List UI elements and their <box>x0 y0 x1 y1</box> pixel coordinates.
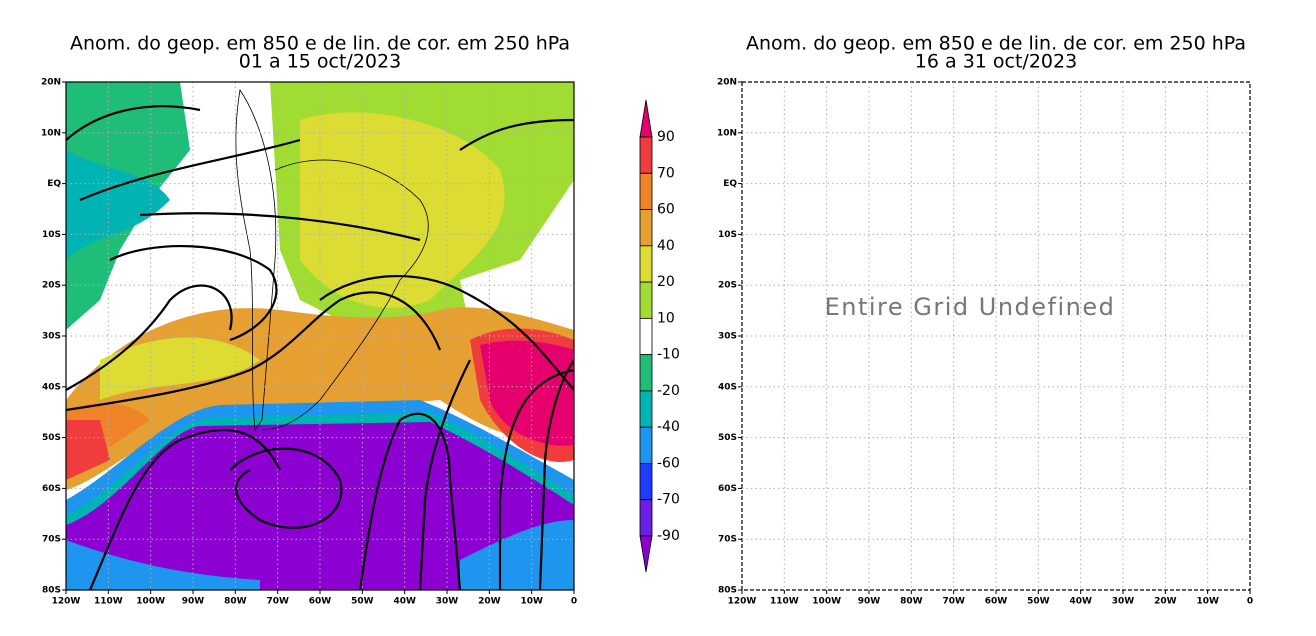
x-tick-label: 10W <box>1196 597 1219 607</box>
y-tick-label: 70S <box>718 535 737 545</box>
panel-frame <box>741 81 1251 591</box>
x-tick-label: 40W <box>1069 597 1092 607</box>
x-tick-label: 30W <box>1112 597 1135 607</box>
colorbar-segment <box>639 209 653 247</box>
x-tick-label: 0 <box>1247 597 1253 607</box>
x-tick-label: 80W <box>224 597 247 607</box>
y-tick-label: EQ <box>47 179 61 189</box>
colorbar-segment <box>639 317 653 356</box>
y-tick-label: 10N <box>717 128 737 138</box>
x-tick-label: 20W <box>478 597 501 607</box>
x-tick-label: 110W <box>94 597 123 607</box>
panel-subtitle: 16 a 31 oct/2023 <box>915 51 1077 73</box>
colorbar-label: 90 <box>657 129 675 145</box>
colorbar-segment <box>639 354 653 392</box>
colorbar-segment <box>639 281 653 319</box>
x-tick-label: 90W <box>182 597 205 607</box>
y-tick-label: 20S <box>718 281 737 291</box>
colorbar-segment <box>639 245 653 283</box>
colorbar-label: 40 <box>657 238 675 254</box>
colorbar-segment <box>639 426 653 464</box>
y-tick-label: 50S <box>42 433 61 443</box>
x-tick-label: 80W <box>900 597 923 607</box>
colorbar-label: 70 <box>657 165 675 181</box>
y-tick-label: 10S <box>718 230 737 240</box>
colorbar-label: -20 <box>657 383 680 399</box>
colorbar-cap <box>639 535 653 573</box>
colorbar-segment <box>639 136 653 174</box>
x-tick-label: 30W <box>436 597 459 607</box>
colorbar-segment <box>639 172 653 210</box>
y-tick-label: 20S <box>42 281 61 291</box>
y-tick-label: 80S <box>718 586 737 596</box>
x-tick-label: 60W <box>985 597 1008 607</box>
y-tick-label: EQ <box>723 179 737 189</box>
colorbar-label: -60 <box>657 455 680 471</box>
x-tick-label: 40W <box>393 597 416 607</box>
x-tick-label: 50W <box>351 597 374 607</box>
x-tick-label: 120W <box>52 597 81 607</box>
y-tick-label: 60S <box>718 484 737 494</box>
panel-title: Anom. do geop. em 850 e de lin. de cor. … <box>70 33 570 55</box>
x-tick-label: 120W <box>728 597 757 607</box>
y-tick-label: 30S <box>718 332 737 342</box>
colorbar-label: -70 <box>657 492 680 508</box>
y-tick-label: 50S <box>718 433 737 443</box>
colorbar-label: 10 <box>657 310 675 326</box>
y-tick-label: 10N <box>41 128 61 138</box>
x-tick-label: 70W <box>266 597 289 607</box>
panel-title: Anom. do geop. em 850 e de lin. de cor. … <box>746 33 1246 55</box>
colorbar-label: -40 <box>657 419 680 435</box>
x-tick-label: 100W <box>136 597 165 607</box>
colorbar-segment <box>639 499 653 537</box>
y-tick-label: 30S <box>42 332 61 342</box>
y-tick-label: 40S <box>718 382 737 392</box>
x-tick-label: 100W <box>812 597 841 607</box>
x-tick-label: 110W <box>770 597 799 607</box>
colorbar-cap <box>639 99 653 138</box>
colorbar-label: -10 <box>657 347 680 363</box>
x-tick-label: 70W <box>942 597 965 607</box>
x-tick-label: 20W <box>1154 597 1177 607</box>
panel-subtitle: 01 a 15 oct/2023 <box>239 51 401 73</box>
colorbar-label: 60 <box>657 202 675 218</box>
colorbar-label: 20 <box>657 274 675 290</box>
x-tick-label: 0 <box>571 597 577 607</box>
x-tick-label: 60W <box>309 597 332 607</box>
y-tick-label: 20N <box>41 78 61 88</box>
y-tick-label: 60S <box>42 484 61 494</box>
y-tick-label: 10S <box>42 230 61 240</box>
colorbar-segment <box>639 463 653 501</box>
anomaly-field <box>66 82 574 590</box>
y-tick-label: 20N <box>717 78 737 88</box>
x-tick-label: 50W <box>1027 597 1050 607</box>
x-tick-label: 90W <box>858 597 881 607</box>
colorbar-label: -90 <box>657 528 680 544</box>
x-tick-label: 10W <box>520 597 543 607</box>
undefined-message: Entire Grid Undefined <box>825 293 1116 321</box>
y-tick-label: 80S <box>42 586 61 596</box>
y-tick-label: 70S <box>42 535 61 545</box>
colorbar: 90 70 60 40 20 10 -10 -20 -40 -60 -70 -90 <box>639 99 680 573</box>
colorbar-segment <box>639 390 653 428</box>
y-tick-label: 40S <box>42 382 61 392</box>
